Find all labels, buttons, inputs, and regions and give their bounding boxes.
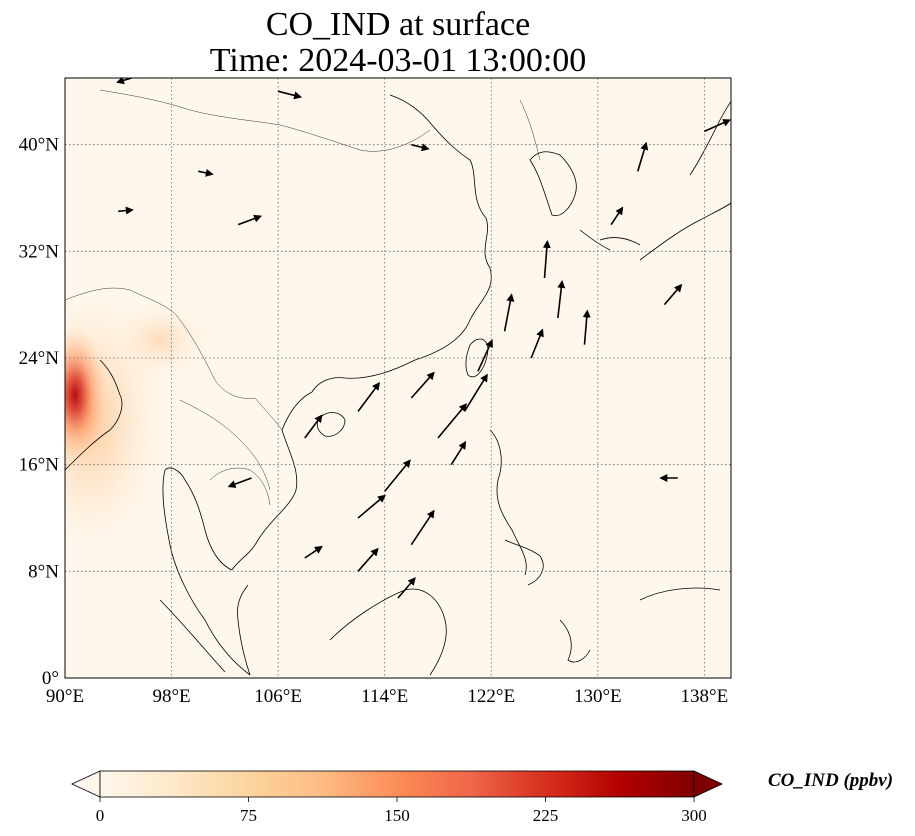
wind-vector <box>357 547 379 572</box>
colorbar-ticks: 0 75 150 225 300 <box>96 797 707 825</box>
x-tick-label: 138°E <box>681 686 729 707</box>
y-tick-label: 24°N <box>19 348 60 369</box>
colorbar-tick-label: 75 <box>240 806 257 825</box>
wind-vector <box>704 119 731 133</box>
wind-vector <box>304 414 323 439</box>
wind-vector <box>437 403 467 439</box>
map-panel <box>65 78 731 678</box>
colorbar-extend-min <box>71 770 101 798</box>
y-tick-label: 8°N <box>28 561 59 582</box>
wind-vector <box>277 90 303 100</box>
x-axis-ticks: 90°E 98°E 106°E 114°E 122°E 130°E 138°E <box>46 686 728 707</box>
coastlines <box>65 94 731 676</box>
x-tick-label: 114°E <box>361 686 408 707</box>
wind-vector <box>237 214 263 226</box>
wind-vector <box>542 240 551 279</box>
wind-vector <box>357 382 381 412</box>
y-tick-label: 16°N <box>19 455 60 476</box>
colorbar-tick-label: 225 <box>533 806 559 825</box>
colorbar-label: CO_IND (ppbv) <box>768 770 894 791</box>
wind-vector <box>411 143 430 152</box>
x-tick-label: 98°E <box>152 686 190 707</box>
colorbar-tick-label: 150 <box>384 806 410 825</box>
wind-vector <box>397 577 416 599</box>
colorbar-extend-max <box>693 770 723 798</box>
wind-vector <box>557 280 566 319</box>
co-plume-north <box>110 300 210 380</box>
field-background <box>65 78 731 678</box>
wind-vector <box>116 78 132 85</box>
wind-vector <box>636 141 649 172</box>
wind-vector <box>610 206 624 226</box>
x-tick-label: 130°E <box>574 686 622 707</box>
wind-vector <box>463 373 488 412</box>
wind-vector <box>410 509 435 546</box>
wind-vector <box>410 371 435 399</box>
wind-vector <box>530 328 544 359</box>
colorbar-tick-label: 300 <box>681 806 707 825</box>
colorbar-tick-label: 0 <box>96 806 105 825</box>
x-tick-label: 106°E <box>254 686 302 707</box>
colorbar-bar <box>99 770 695 798</box>
wind-vector <box>582 309 591 345</box>
wind-vector <box>477 339 493 372</box>
country-borders <box>65 89 541 506</box>
wind-vector <box>304 545 323 559</box>
co-plume-core <box>65 325 107 465</box>
wind-vector <box>503 293 515 332</box>
y-axis-ticks: 40°N 32°N 24°N 16°N 8°N 0° <box>19 135 60 689</box>
wind-vector <box>663 283 683 306</box>
x-tick-label: 90°E <box>46 686 84 707</box>
map-title-line1: CO_IND at surface <box>265 6 531 43</box>
colorbar: 0 75 150 225 300 <box>71 770 723 825</box>
y-tick-label: 32°N <box>19 241 60 262</box>
wind-vector <box>357 494 386 519</box>
x-tick-label: 122°E <box>467 686 515 707</box>
wind-vector <box>450 440 467 466</box>
wind-vector <box>198 168 214 177</box>
map-frame <box>64 77 732 679</box>
map-title-line2: Time: 2024-03-01 13:00:00 <box>209 42 587 79</box>
y-tick-label: 40°N <box>19 135 60 156</box>
wind-vector <box>118 206 134 215</box>
wind-vector-field <box>116 78 731 599</box>
wind-vector <box>384 459 411 492</box>
gridlines <box>65 78 731 678</box>
y-tick-label: 0° <box>42 668 59 689</box>
wind-vector <box>227 477 252 488</box>
